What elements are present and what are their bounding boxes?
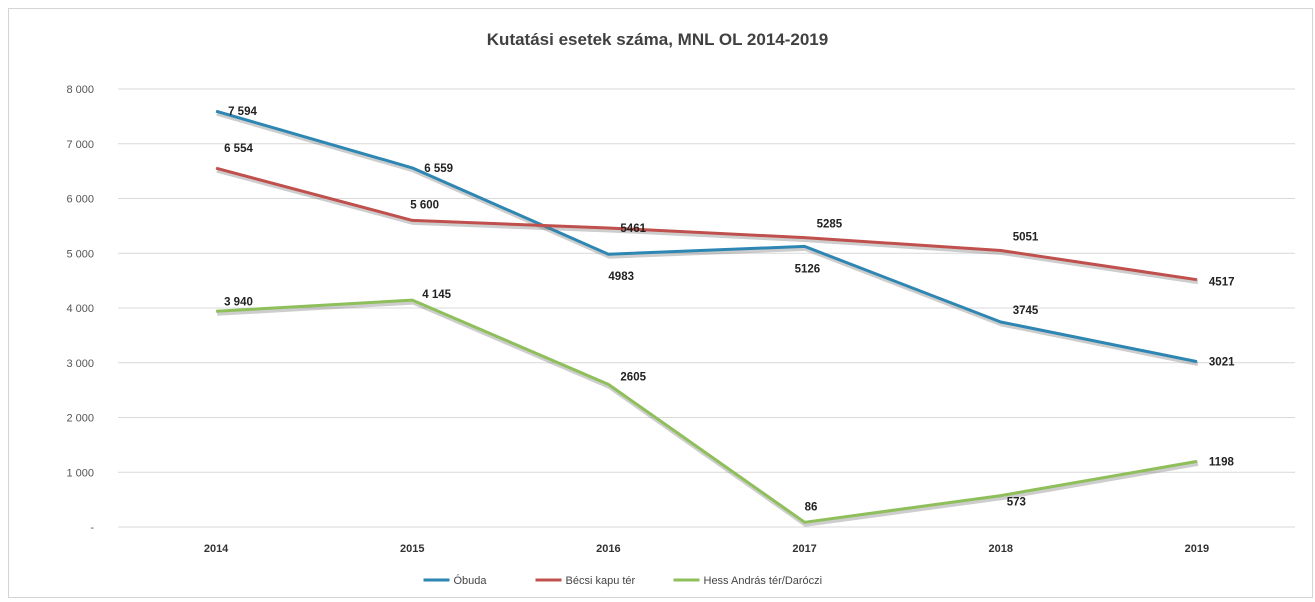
x-tick-label: 2016 <box>596 543 620 555</box>
y-axis: - 1 000 2 000 3 000 4 000 5 000 6 000 7 000 8 00… <box>66 84 94 534</box>
series-shadow <box>216 110 1199 367</box>
series-shadow <box>216 167 1199 285</box>
x-axis: 2014 2015 2016 2017 2018 2019 <box>204 543 1209 555</box>
series-line-2 <box>216 298 1198 524</box>
y-tick-label: 7 000 <box>66 139 94 151</box>
data-label: 5126 <box>795 263 821 275</box>
data-label: 573 <box>1007 497 1026 509</box>
y-tick-label: - <box>90 522 94 534</box>
legend-label: Hess András tér/Daróczi <box>704 575 823 587</box>
x-tick-label: 2015 <box>400 543 424 555</box>
data-label: 3021 <box>1209 357 1235 369</box>
data-label: 5285 <box>817 219 843 231</box>
data-labels: 7 594 6 559 4983 5126 3745 3021 6 554 5 600 5461… <box>224 106 1235 513</box>
data-label: 1198 <box>1209 456 1235 468</box>
series-lines <box>215 109 1199 527</box>
data-label: 6 559 <box>424 163 453 175</box>
data-label: 5051 <box>1013 231 1039 243</box>
data-label: 4 145 <box>422 289 451 301</box>
data-label: 86 <box>805 501 818 513</box>
data-label: 4983 <box>608 271 634 283</box>
data-label: 5 600 <box>410 199 439 211</box>
x-tick-label: 2014 <box>204 543 229 555</box>
data-label: 5461 <box>620 223 646 235</box>
legend-label: Óbuda <box>454 574 488 587</box>
data-label: 2605 <box>620 371 646 383</box>
legend-label: Bécsi kapu tér <box>566 575 636 587</box>
series-line-1 <box>215 166 1198 282</box>
gridlines <box>118 88 1295 528</box>
data-label: 7 594 <box>228 106 257 118</box>
y-tick-label: 8 000 <box>66 84 94 96</box>
data-label: 4517 <box>1209 277 1235 289</box>
y-tick-label: 3 000 <box>66 358 94 370</box>
y-tick-label: 2 000 <box>66 413 94 425</box>
y-tick-label: 5 000 <box>66 248 94 260</box>
y-tick-label: 6 000 <box>66 194 94 206</box>
data-label: 3745 <box>1013 305 1039 317</box>
data-label: 3 940 <box>224 296 253 308</box>
data-label: 6 554 <box>224 143 253 155</box>
chart-frame <box>8 8 1313 598</box>
chart-title: Kutatási esetek száma, MNL OL 2014-2019 <box>486 30 829 49</box>
series-line-0 <box>215 109 1198 364</box>
legend: Óbuda Bécsi kapu tér Hess András tér/Daróc… <box>423 574 823 587</box>
y-tick-label: 1 000 <box>66 467 94 479</box>
x-tick-label: 2018 <box>989 543 1013 555</box>
x-tick-label: 2019 <box>1185 543 1209 555</box>
y-tick-label: 4 000 <box>66 303 94 315</box>
x-tick-label: 2017 <box>792 543 816 555</box>
